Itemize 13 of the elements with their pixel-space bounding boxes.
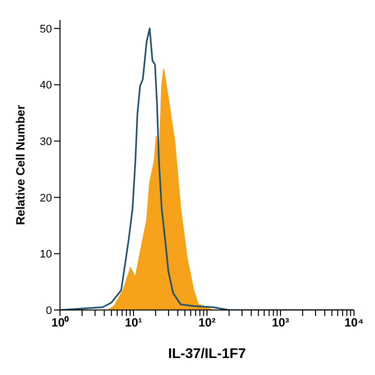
y-tick-label: 20 (40, 192, 52, 204)
y-tick-label: 30 (40, 136, 52, 148)
x-tick-label: 10⁰ (51, 316, 70, 330)
x-axis-title: IL-37/IL-1F7 (168, 345, 246, 361)
y-tick-label: 40 (40, 80, 52, 92)
x-tick-label: 10² (198, 316, 216, 330)
x-tick-label: 10³ (272, 316, 290, 330)
x-tick-label: 10¹ (124, 316, 142, 330)
y-axis-title: Relative Cell Number (13, 104, 28, 226)
x-tick-label: 10⁴ (344, 316, 364, 330)
y-tick-label: 0 (46, 304, 52, 317)
y-tick-label: 10 (40, 248, 52, 261)
y-tick-label: 50 (40, 23, 52, 36)
